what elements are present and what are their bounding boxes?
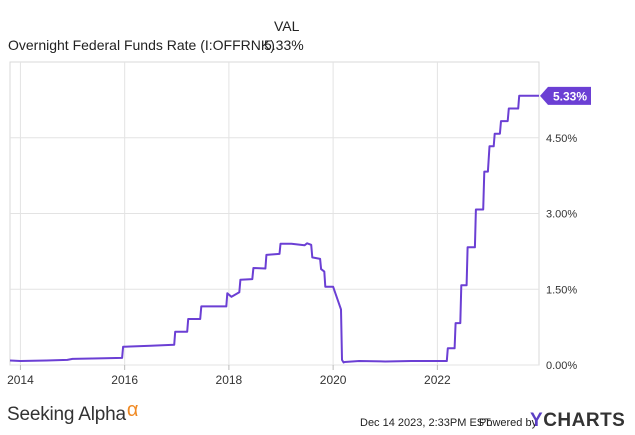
seeking-alpha-logo[interactable]: Seeking Alphaα — [7, 399, 138, 426]
column-header-val: VAL — [274, 18, 300, 34]
y-tick-label: 3.00% — [546, 209, 577, 221]
grid-lines — [9, 61, 540, 370]
x-axis-ticks: 2014 2016 2018 2020 2022 — [7, 373, 451, 387]
powered-by-label: Powered by — [479, 417, 538, 429]
y-tick-label: 1.50% — [546, 284, 577, 296]
series-line — [9, 94, 539, 364]
ycharts-y-icon: Y — [530, 410, 544, 431]
series-name-label: Overnight Federal Funds Rate (I:OFFRNK) — [8, 37, 275, 53]
y-tick-label: 0.00% — [546, 360, 577, 372]
y-tick-label: 4.50% — [546, 133, 577, 145]
x-tick-label: 2022 — [424, 373, 451, 387]
x-tick-label: 2020 — [320, 373, 347, 387]
series-current-value: 5.33% — [264, 37, 304, 53]
series-layer — [9, 94, 539, 364]
last-value-marker: 5.33% — [540, 86, 591, 105]
last-value-badge — [540, 86, 591, 105]
x-tick-label: 2016 — [111, 373, 138, 387]
chart-timestamp: Dec 14 2023, 2:33PM EST. — [360, 417, 493, 429]
ycharts-wordmark: CHARTS — [543, 410, 626, 431]
x-tick-label: 2014 — [7, 373, 34, 387]
x-tick-label: 2018 — [216, 373, 243, 387]
seeking-alpha-wordmark: Seeking Alpha — [7, 404, 126, 425]
last-value-label: 5.33% — [553, 89, 587, 103]
ycharts-logo[interactable]: YCHARTS — [530, 410, 625, 432]
alpha-mark-icon: α — [126, 399, 139, 421]
y-axis-ticks: 0.00% 1.50% 3.00% 4.50% — [546, 133, 577, 372]
